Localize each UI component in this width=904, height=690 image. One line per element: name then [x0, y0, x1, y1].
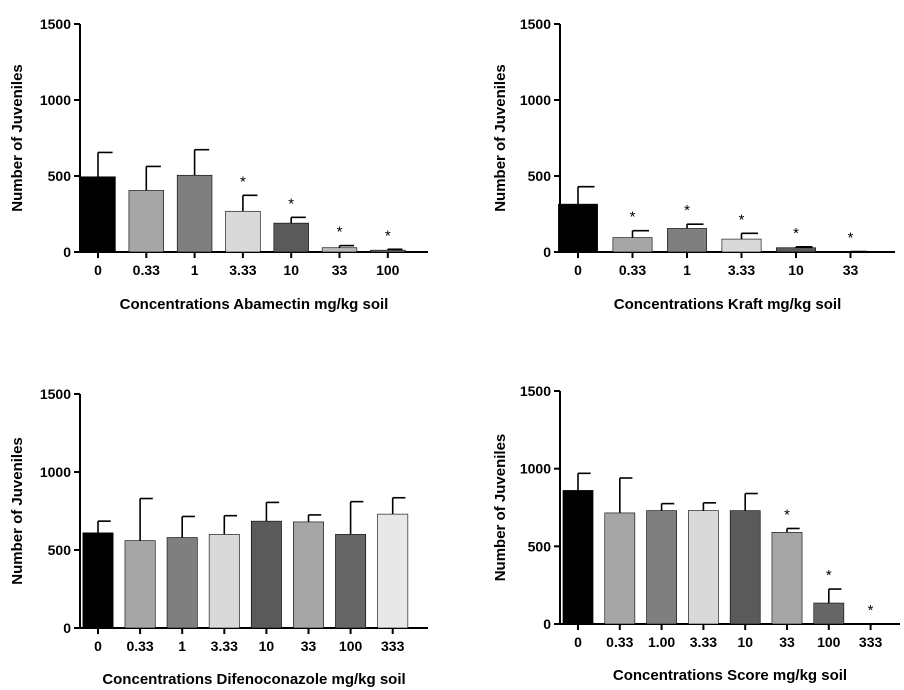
bar [721, 238, 762, 253]
significance-marker: * [784, 506, 790, 523]
y-tick-label: 0 [63, 244, 71, 260]
x-tick-label: 0 [94, 638, 102, 654]
x-tick-label: 100 [339, 638, 363, 654]
y-tick-label: 1000 [520, 92, 551, 108]
x-tick-label: 10 [259, 638, 275, 654]
y-tick-label: 0 [543, 616, 551, 632]
bar [250, 520, 282, 629]
y-axis-label: Number of Juveniles [492, 434, 509, 582]
significance-marker: * [240, 173, 246, 190]
bar [776, 247, 816, 253]
x-tick-label: 0 [94, 262, 102, 278]
y-tick-label: 1500 [40, 16, 71, 32]
y-tick-label: 1000 [40, 92, 71, 108]
bar [604, 512, 636, 625]
x-axis-label: Concentrations Kraft mg/kg soil [614, 296, 842, 313]
bar [208, 534, 240, 629]
bar [293, 521, 324, 629]
bar [667, 228, 707, 253]
y-tick-label: 500 [48, 542, 72, 558]
x-axis-label: Concentrations Difenoconazole mg/kg soil [102, 671, 405, 688]
bar [82, 532, 114, 629]
y-tick-label: 0 [543, 244, 551, 260]
x-tick-label: 3.33 [229, 262, 256, 278]
significance-marker: * [337, 224, 343, 241]
bar [166, 537, 198, 629]
x-tick-label: 0.33 [126, 638, 153, 654]
significance-marker: * [385, 227, 391, 244]
significance-marker: * [848, 230, 854, 247]
significance-marker: * [684, 202, 690, 219]
x-tick-label: 3.33 [728, 262, 755, 278]
significance-marker: * [868, 602, 874, 619]
chart-panel-4: 0 500 1000 1500 0 0.33 1.00 3.33 10 33 * 100 * 333 * Co… [492, 383, 900, 684]
significance-marker: * [630, 209, 636, 226]
bar [176, 174, 213, 253]
bar [370, 249, 406, 253]
chart-panel-3: 0 500 1000 1500 0 0.33 1 3.33 10 33 100 333 Concentr… [9, 386, 428, 688]
bar [321, 247, 358, 253]
x-tick-label: 10 [737, 634, 753, 650]
y-tick-label: 500 [528, 538, 552, 554]
x-tick-label: 33 [332, 262, 348, 278]
bar [729, 510, 761, 625]
x-tick-label: 33 [301, 638, 317, 654]
x-tick-label: 100 [817, 634, 841, 650]
bar [273, 222, 309, 253]
x-tick-label: 0.33 [606, 634, 633, 650]
significance-marker: * [793, 225, 799, 242]
y-tick-label: 1000 [520, 461, 551, 477]
bar [612, 237, 653, 253]
chart-panel-2: 0 500 1000 1500 0 0.33 * 1 * 3.33 * 10 * 33 * Concentra… [492, 16, 895, 313]
y-tick-label: 500 [528, 168, 552, 184]
bar [771, 532, 803, 625]
significance-marker: * [288, 195, 294, 212]
x-tick-label: 33 [779, 634, 795, 650]
y-axis-label: Number of Juveniles [9, 64, 26, 212]
x-tick-label: 0.33 [619, 262, 646, 278]
x-tick-label: 1 [178, 638, 186, 654]
x-axis-label: Concentrations Score mg/kg soil [613, 667, 847, 684]
significance-marker: * [826, 567, 832, 584]
x-tick-label: 10 [283, 262, 299, 278]
y-axis-label: Number of Juveniles [492, 64, 509, 212]
x-tick-label: 0 [574, 634, 582, 650]
y-tick-label: 1500 [520, 16, 551, 32]
y-tick-label: 1500 [520, 383, 551, 399]
y-tick-label: 500 [48, 168, 72, 184]
x-tick-label: 333 [859, 634, 883, 650]
chart-panel-1: 0 500 1000 1500 0 0.33 1 3.33 * 10 * 33 * 100 * Concent… [9, 16, 428, 313]
bar [813, 602, 845, 625]
bar [80, 176, 116, 253]
x-tick-label: 1 [683, 262, 691, 278]
x-tick-label: 100 [376, 262, 400, 278]
y-tick-label: 1500 [40, 386, 71, 402]
y-tick-label: 1000 [40, 464, 71, 480]
bar [562, 490, 594, 625]
bar [124, 540, 156, 629]
x-tick-label: 1 [191, 262, 199, 278]
bar [225, 210, 261, 253]
x-tick-label: 1.00 [648, 634, 675, 650]
x-tick-label: 0.33 [133, 262, 160, 278]
x-tick-label: 0 [574, 262, 582, 278]
bar [558, 203, 598, 253]
y-tick-label: 0 [63, 620, 71, 636]
y-axis-label: Number of Juveniles [9, 437, 26, 585]
bar [688, 510, 719, 625]
x-tick-label: 10 [788, 262, 804, 278]
bar [335, 534, 367, 629]
x-tick-label: 33 [843, 262, 859, 278]
bar [128, 190, 164, 253]
bar [377, 513, 409, 629]
x-tick-label: 3.33 [211, 638, 238, 654]
significance-marker: * [739, 211, 745, 228]
x-tick-label: 3.33 [690, 634, 717, 650]
x-tick-label: 333 [381, 638, 405, 654]
bar [646, 510, 677, 625]
x-axis-label: Concentrations Abamectin mg/kg soil [120, 296, 389, 313]
